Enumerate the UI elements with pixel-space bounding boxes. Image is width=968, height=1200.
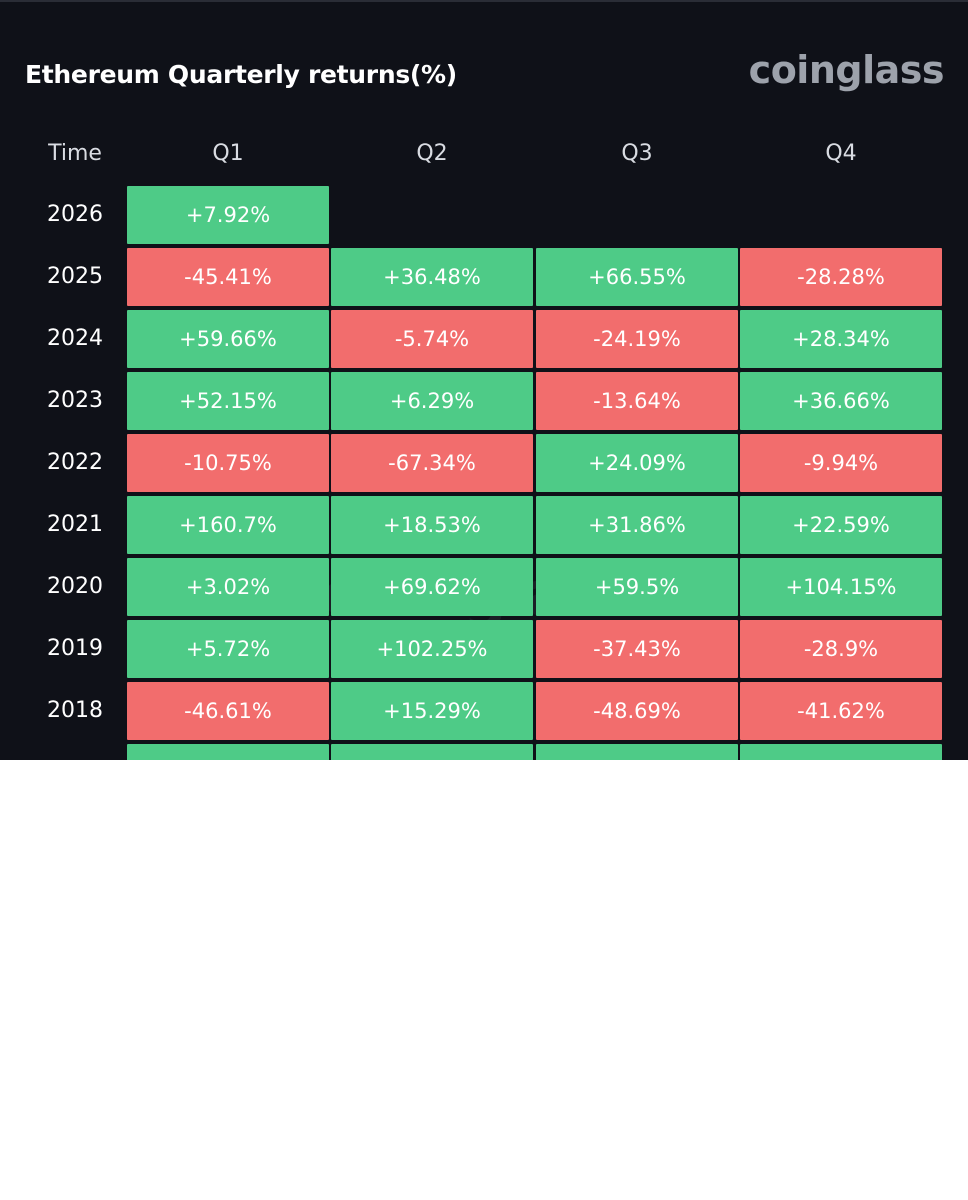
- return-cell: +102.25%: [331, 620, 533, 678]
- return-cell: +18.53%: [331, 496, 533, 554]
- return-cell: +31.86%: [536, 496, 738, 554]
- return-cell: [331, 744, 533, 760]
- year-label: 2024: [47, 326, 103, 351]
- returns-panel: coinglass Ethereum Quarterly returns(%) …: [0, 0, 968, 760]
- return-cell: -48.69%: [536, 682, 738, 740]
- year-label: 2026: [47, 202, 103, 227]
- coinglass-logo: coinglass: [748, 48, 945, 92]
- return-cell: +5.72%: [127, 620, 329, 678]
- return-cell: +24.09%: [536, 434, 738, 492]
- return-cell: +3.02%: [127, 558, 329, 616]
- return-cell: +59.66%: [127, 310, 329, 368]
- return-cell: +28.34%: [740, 310, 942, 368]
- return-cell: -10.75%: [127, 434, 329, 492]
- return-cell: +66.55%: [536, 248, 738, 306]
- return-cell: [740, 744, 942, 760]
- return-cell: [536, 744, 738, 760]
- header-q3: Q3: [621, 141, 653, 166]
- return-cell: +22.59%: [740, 496, 942, 554]
- year-label: 2025: [47, 264, 103, 289]
- year-label: 2020: [47, 574, 103, 599]
- return-cell: -24.19%: [536, 310, 738, 368]
- return-cell: -41.62%: [740, 682, 942, 740]
- return-cell: +160.7%: [127, 496, 329, 554]
- return-cell: +69.62%: [331, 558, 533, 616]
- return-cell: +36.66%: [740, 372, 942, 430]
- chart-title: Ethereum Quarterly returns(%): [25, 60, 457, 89]
- header-q1: Q1: [212, 141, 244, 166]
- year-label: 2021: [47, 512, 103, 537]
- header-q2: Q2: [416, 141, 448, 166]
- return-cell: -9.94%: [740, 434, 942, 492]
- year-label: 2023: [47, 388, 103, 413]
- return-cell: +15.29%: [331, 682, 533, 740]
- year-label: 2018: [47, 698, 103, 723]
- return-cell: +7.92%: [127, 186, 329, 244]
- return-cell: -28.9%: [740, 620, 942, 678]
- header-q4: Q4: [825, 141, 857, 166]
- return-cell: -28.28%: [740, 248, 942, 306]
- return-cell: -46.61%: [127, 682, 329, 740]
- year-label: 2019: [47, 636, 103, 661]
- year-label: 2022: [47, 450, 103, 475]
- return-cell: -37.43%: [536, 620, 738, 678]
- header-time: Time: [48, 141, 102, 166]
- return-cell: +36.48%: [331, 248, 533, 306]
- return-cell: +6.29%: [331, 372, 533, 430]
- return-cell: +104.15%: [740, 558, 942, 616]
- return-cell: -5.74%: [331, 310, 533, 368]
- return-cell: [127, 744, 329, 760]
- return-cell: -67.34%: [331, 434, 533, 492]
- return-cell: -13.64%: [536, 372, 738, 430]
- return-cell: +59.5%: [536, 558, 738, 616]
- year-label: [25, 744, 125, 760]
- return-cell: +52.15%: [127, 372, 329, 430]
- return-cell: -45.41%: [127, 248, 329, 306]
